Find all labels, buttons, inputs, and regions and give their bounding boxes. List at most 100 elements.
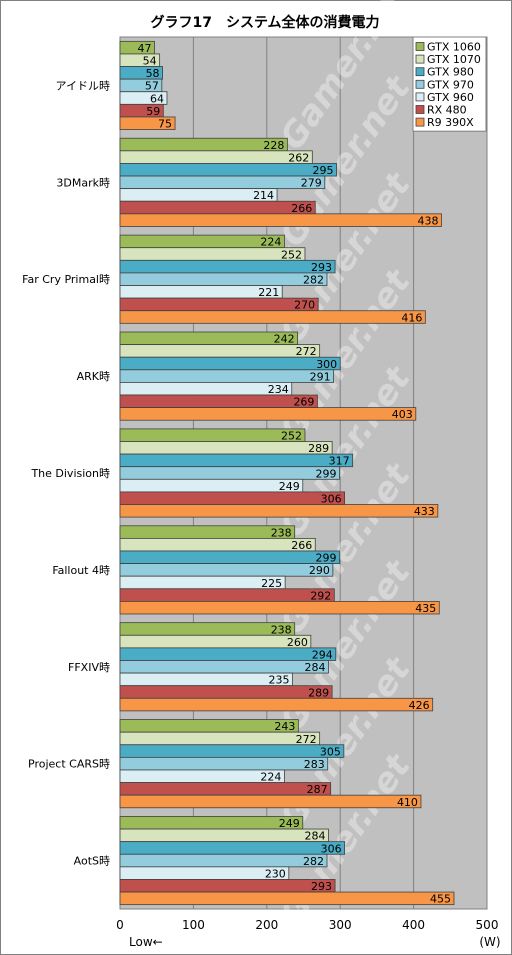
legend-label: GTX 970 — [427, 78, 474, 91]
value-label: 306 — [321, 842, 342, 855]
bar — [119, 331, 299, 346]
value-label: 272 — [296, 345, 317, 358]
bar — [119, 175, 326, 190]
bar — [119, 891, 455, 906]
legend-swatch — [415, 67, 425, 77]
value-label: 282 — [303, 274, 324, 287]
value-label: 455 — [430, 893, 451, 906]
value-label: 279 — [301, 177, 322, 190]
value-label: 299 — [315, 552, 336, 565]
bar — [119, 213, 442, 227]
legend-swatch — [415, 42, 425, 51]
value-label: 289 — [308, 686, 329, 699]
legend-swatch — [415, 54, 425, 64]
legend-swatch — [415, 117, 425, 127]
value-label: 289 — [308, 442, 329, 455]
bar — [119, 200, 316, 215]
legend-label: GTX 1060 — [427, 41, 481, 54]
value-labels: 4754585764597522826229527921426643822425… — [137, 42, 450, 906]
value-label: 235 — [268, 674, 289, 687]
x-axis-ticks: 0 100 200 300 400 500 — [116, 918, 498, 932]
bar — [119, 491, 346, 505]
bar — [119, 782, 332, 796]
bar — [119, 588, 335, 602]
value-label: 269 — [293, 396, 314, 409]
value-label: 58 — [146, 67, 160, 80]
value-label: 221 — [258, 286, 279, 299]
bar — [119, 697, 434, 712]
bar — [119, 163, 337, 177]
value-label: 300 — [316, 358, 337, 371]
x-tick-label: 200 — [255, 918, 278, 932]
value-label: 252 — [281, 248, 302, 261]
legend-label: R9 390X — [427, 116, 474, 129]
x-tick-label: 500 — [476, 918, 499, 932]
category-label: AotS時 — [74, 855, 110, 868]
value-label: 284 — [304, 830, 325, 843]
value-label: 293 — [311, 261, 332, 274]
bar — [119, 344, 321, 358]
bar — [119, 672, 293, 687]
chart-title: グラフ17 システム全体の消費電力 — [150, 14, 379, 31]
legend-swatch — [415, 79, 425, 89]
x-tick-label: 300 — [329, 918, 352, 932]
value-label: 306 — [321, 493, 342, 506]
value-label: 284 — [304, 661, 325, 674]
category-label: アイドル時 — [56, 79, 110, 92]
value-label: 299 — [315, 467, 336, 480]
bar — [119, 272, 328, 286]
value-label: 238 — [271, 623, 292, 636]
value-label: 224 — [260, 771, 281, 784]
bar — [119, 685, 333, 699]
bar — [119, 407, 417, 421]
value-label: 438 — [417, 214, 438, 227]
value-label: 249 — [279, 480, 300, 493]
bar — [119, 247, 306, 261]
value-label: 260 — [287, 636, 308, 649]
value-label: 252 — [281, 430, 302, 443]
category-label: ARK時 — [77, 370, 110, 383]
value-label: 54 — [143, 55, 157, 68]
bar — [119, 453, 354, 468]
value-label: 242 — [274, 333, 295, 346]
bars — [119, 40, 455, 906]
bar — [119, 600, 440, 615]
x-tick-label: 0 — [116, 918, 124, 932]
value-label: 262 — [288, 151, 309, 164]
value-label: 249 — [279, 817, 300, 830]
value-label: 283 — [304, 758, 325, 771]
bar — [119, 853, 328, 868]
bar — [119, 816, 304, 830]
legend-swatch — [415, 105, 425, 114]
value-label: 292 — [310, 589, 331, 602]
bar — [119, 525, 296, 539]
value-label: 266 — [291, 202, 312, 215]
category-label: Project CARS時 — [28, 758, 110, 771]
bar — [119, 731, 321, 746]
bar — [119, 478, 304, 493]
value-label: 295 — [313, 164, 334, 177]
category-label: 3DMark時 — [56, 176, 110, 189]
value-label: 282 — [303, 855, 324, 868]
bar — [119, 563, 334, 577]
bar — [119, 550, 340, 564]
value-label: 272 — [296, 733, 317, 746]
value-label: 230 — [265, 867, 286, 880]
category-label: FFXIV時 — [68, 661, 110, 674]
bar — [119, 660, 329, 674]
value-label: 224 — [260, 236, 281, 249]
bar — [119, 744, 345, 758]
bar — [119, 756, 329, 771]
bar — [119, 879, 336, 893]
bar — [119, 634, 312, 649]
legend-label: GTX 1070 — [427, 53, 481, 66]
value-label: 243 — [274, 720, 295, 733]
bar — [119, 647, 337, 661]
low-label: Low← — [129, 935, 163, 949]
value-label: 403 — [392, 408, 413, 421]
value-label: 59 — [146, 105, 160, 118]
category-label: Far Cry Primal時 — [22, 273, 110, 286]
value-label: 294 — [312, 648, 333, 661]
